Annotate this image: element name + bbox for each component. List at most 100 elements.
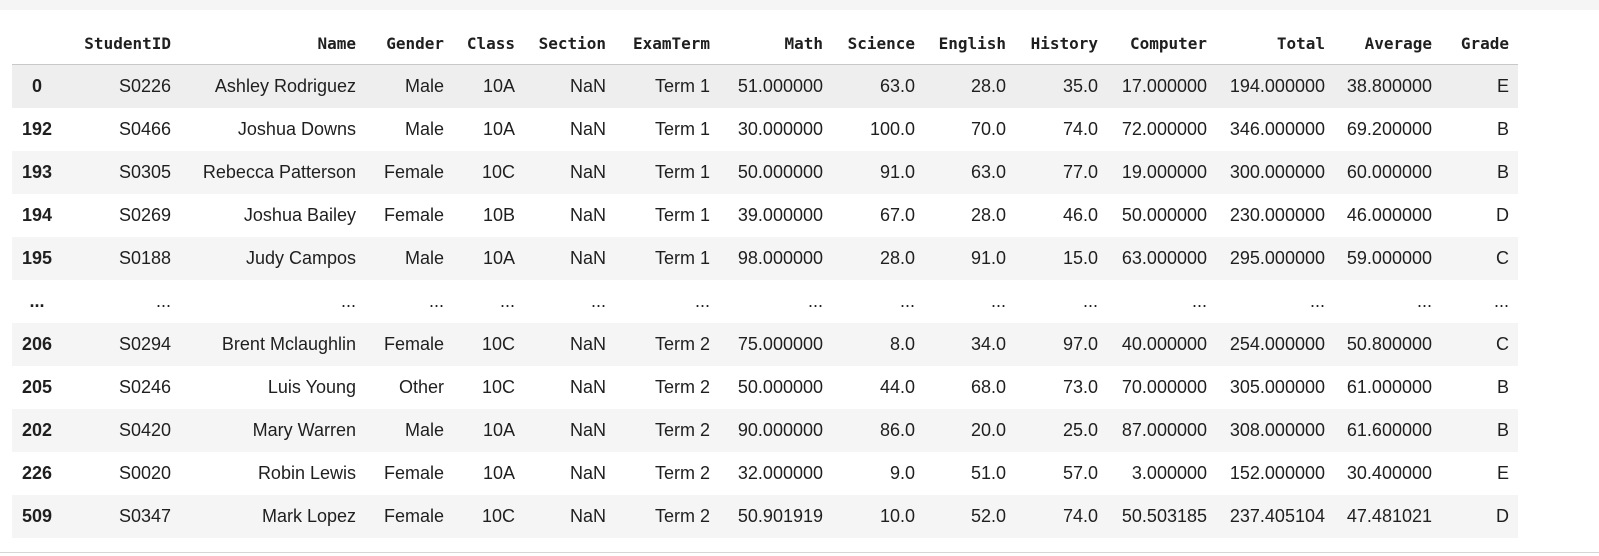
header-row: StudentID Name Gender Class Section ExamTerm M… [12, 22, 1518, 65]
cell-class: 10C [481, 333, 515, 354]
cell-studentid: S0246 [118, 376, 171, 397]
table-row: ........................................… [12, 279, 1518, 323]
cell-history: 77.0 [1062, 161, 1098, 182]
column-header-section: Section [524, 22, 615, 65]
cell-computer: 63.000000 [1121, 247, 1207, 268]
cell-section: NaN [569, 204, 606, 225]
cell-math: 50.000000 [737, 376, 823, 397]
table-row: 192 S0466 Joshua Downs Male 10A NaN Term 1 30.0… [12, 107, 1518, 151]
cell-grade: C [1496, 333, 1509, 354]
output-top-strip [0, 0, 1599, 10]
cell-history: 46.0 [1062, 204, 1098, 225]
cell-english: 28.0 [970, 75, 1006, 96]
cell-studentid: ... [155, 290, 171, 311]
cell-gender: Female [383, 204, 444, 225]
cell-total: 194.000000 [1229, 75, 1325, 96]
column-header-history: History [1015, 22, 1107, 65]
row-index: 0 [31, 75, 42, 96]
cell-section: NaN [569, 75, 606, 96]
cell-science: 63.0 [879, 75, 915, 96]
row-index: 226 [21, 462, 53, 483]
column-header-math: Math [719, 22, 832, 65]
cell-section: ... [590, 290, 606, 311]
cell-name: Joshua Bailey [243, 204, 356, 225]
cell-average: 47.481021 [1346, 505, 1432, 526]
cell-average: 61.000000 [1346, 376, 1432, 397]
cell-section: NaN [569, 505, 606, 526]
cell-grade: D [1496, 505, 1509, 526]
cell-grade: E [1496, 462, 1509, 483]
cell-english: 63.0 [970, 161, 1006, 182]
cell-name: Joshua Downs [237, 118, 356, 139]
cell-science: 8.0 [889, 333, 915, 354]
cell-average: 30.400000 [1346, 462, 1432, 483]
cell-math: 51.000000 [737, 75, 823, 96]
cell-studentid: S0347 [118, 505, 171, 526]
column-header-english: English [924, 22, 1015, 65]
cell-name: ... [340, 290, 356, 311]
cell-computer: 70.000000 [1121, 376, 1207, 397]
cell-english: 20.0 [970, 419, 1006, 440]
dataframe-table: StudentID Name Gender Class Section ExamTerm M… [12, 22, 1518, 538]
row-index: 193 [21, 161, 53, 182]
cell-computer: 50.000000 [1121, 204, 1207, 225]
cell-computer: ... [1191, 290, 1207, 311]
cell-gender: Male [404, 247, 444, 268]
cell-total: 346.000000 [1229, 118, 1325, 139]
cell-history: ... [1082, 290, 1098, 311]
cell-history: 35.0 [1062, 75, 1098, 96]
cell-computer: 87.000000 [1121, 419, 1207, 440]
table-row: 202 S0420 Mary Warren Male 10A NaN Term 2 90.00… [12, 408, 1518, 452]
table-row: 206 S0294 Brent Mclaughlin Female 10C NaN Term… [12, 322, 1518, 366]
cell-math: 30.000000 [737, 118, 823, 139]
cell-studentid: S0294 [118, 333, 171, 354]
column-header-total: Total [1216, 22, 1334, 65]
cell-science: 100.0 [869, 118, 915, 139]
cell-history: 74.0 [1062, 505, 1098, 526]
cell-examterm: Term 1 [654, 118, 710, 139]
cell-total: 237.405104 [1229, 505, 1325, 526]
cell-section: NaN [569, 376, 606, 397]
cell-grade: D [1496, 204, 1509, 225]
cell-class: 10B [482, 204, 515, 225]
cell-studentid: S0305 [118, 161, 171, 182]
cell-section: NaN [569, 247, 606, 268]
cell-average: 61.600000 [1346, 419, 1432, 440]
cell-science: 67.0 [879, 204, 915, 225]
cell-studentid: S0020 [118, 462, 171, 483]
cell-average: 46.000000 [1346, 204, 1432, 225]
cell-science: 10.0 [879, 505, 915, 526]
cell-english: 52.0 [970, 505, 1006, 526]
column-header-studentid: StudentID [62, 22, 180, 65]
cell-class: 10C [481, 376, 515, 397]
cell-science: 44.0 [879, 376, 915, 397]
cell-english: 68.0 [970, 376, 1006, 397]
cell-total: 152.000000 [1229, 462, 1325, 483]
cell-english: 34.0 [970, 333, 1006, 354]
cell-examterm: Term 2 [654, 462, 710, 483]
cell-science: 9.0 [889, 462, 915, 483]
table-row: 0 S0226 Ashley Rodriguez Male 10A NaN Term 1 51… [12, 64, 1518, 108]
table-row: 509 S0347 Mark Lopez Female 10C NaN Term 2 50.9… [12, 494, 1518, 538]
table-body: 0 S0226 Ashley Rodriguez Male 10A NaN Term 1 51… [12, 64, 1518, 538]
cell-history: 97.0 [1062, 333, 1098, 354]
cell-history: 15.0 [1062, 247, 1098, 268]
cell-studentid: S0466 [118, 118, 171, 139]
cell-math: 90.000000 [737, 419, 823, 440]
cell-math: 50.000000 [737, 161, 823, 182]
column-header-gender: Gender [365, 22, 453, 65]
cell-name: Rebecca Patterson [202, 161, 356, 182]
column-header-examterm: ExamTerm [615, 22, 719, 65]
row-index: 194 [21, 204, 53, 225]
cell-studentid: S0269 [118, 204, 171, 225]
cell-gender: Male [404, 75, 444, 96]
cell-total: ... [1309, 290, 1325, 311]
column-header-computer: Computer [1107, 22, 1216, 65]
cell-grade: B [1496, 419, 1509, 440]
cell-examterm: Term 2 [654, 376, 710, 397]
cell-name: Ashley Rodriguez [214, 75, 356, 96]
output-bottom-border [0, 552, 1599, 553]
row-index: 202 [21, 419, 53, 440]
cell-section: NaN [569, 462, 606, 483]
cell-section: NaN [569, 419, 606, 440]
